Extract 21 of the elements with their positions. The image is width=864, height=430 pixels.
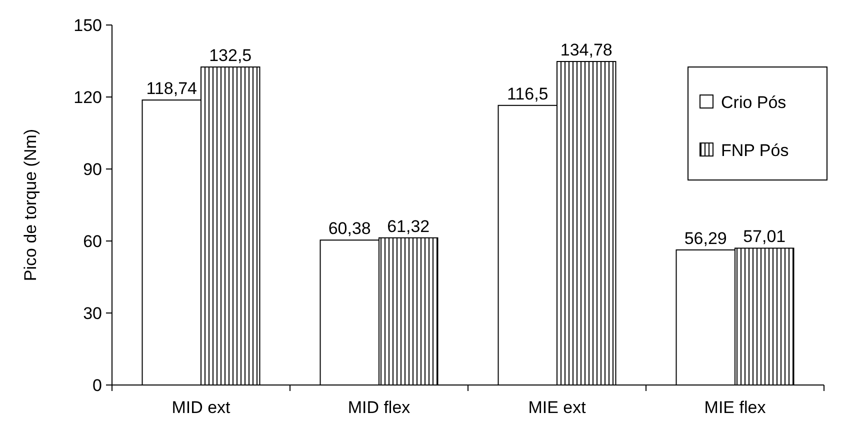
- data-label: 118,74: [146, 79, 197, 98]
- data-label: 57,01: [743, 227, 786, 246]
- data-label: 56,29: [684, 228, 727, 248]
- data-label: 132,5: [209, 46, 252, 65]
- data-label: 61,32: [387, 216, 430, 236]
- x-tick-label: MIE ext: [528, 398, 586, 417]
- data-label: 134,78: [560, 40, 612, 60]
- y-tick-label: 90: [83, 160, 102, 179]
- x-tick-label: MID flex: [348, 398, 411, 417]
- data-label: 60,38: [328, 219, 371, 238]
- data-label: 116,5: [506, 84, 548, 104]
- y-tick-label: 0: [92, 376, 102, 395]
- y-tick-label: 120: [74, 88, 102, 107]
- legend-label: Crio Pós: [721, 92, 786, 112]
- y-tick-label: 150: [74, 16, 102, 35]
- y-tick-label: 60: [83, 232, 102, 251]
- y-axis-title: Pico de torque (Nm): [21, 128, 40, 282]
- legend-label: FNP Pós: [721, 140, 789, 160]
- y-tick-label: 30: [83, 304, 102, 323]
- x-tick-label: MID ext: [172, 398, 231, 417]
- x-tick-label: MIE flex: [704, 398, 766, 417]
